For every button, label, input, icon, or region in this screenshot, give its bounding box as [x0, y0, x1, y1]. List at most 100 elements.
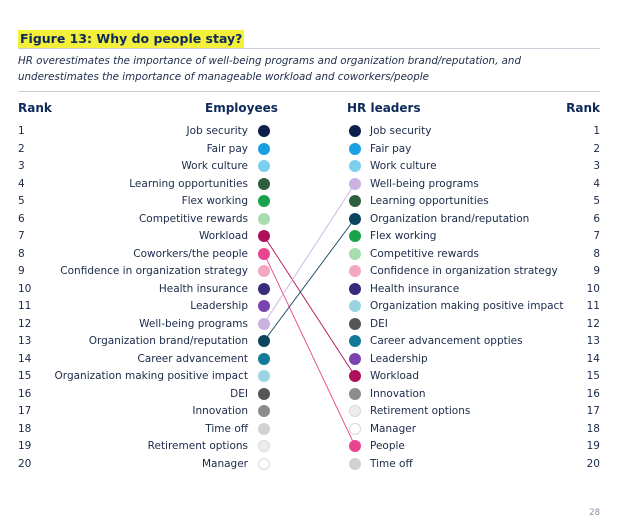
hr-factor-label: Retirement options [370, 405, 471, 417]
hr-factor-label: Competitive rewards [370, 247, 480, 260]
employee-factor-dot [258, 335, 270, 347]
employee-factor-label: Coworkers/the people [133, 247, 248, 260]
hr-factor-label: Flex working [370, 230, 437, 242]
employee-factor-dot [258, 440, 270, 452]
hr-factor-dot [349, 352, 361, 365]
rank-left: 20 [18, 457, 32, 470]
employee-factor-dot [258, 247, 270, 260]
rank-right: 7 [593, 230, 600, 242]
rank-left: 14 [18, 352, 32, 365]
employees-header: Employees [205, 101, 278, 115]
hr-factor-label: Job security [370, 125, 432, 137]
rank-right: 13 [586, 335, 600, 347]
hr-factor-label: Workload [370, 370, 420, 382]
hr-factor-dot [349, 370, 361, 382]
hr-factor-dot [349, 195, 361, 207]
employee-factor-dot [258, 160, 270, 172]
employee-factor-dot [258, 352, 270, 365]
rank-left: 17 [18, 405, 32, 417]
employee-factor-label: Job security [186, 125, 248, 137]
hr-factor-dot [349, 212, 361, 225]
employee-factor-label: Fair pay [206, 142, 248, 155]
hr-factor-dot [349, 160, 361, 172]
employee-factor-label: Time off [205, 422, 248, 435]
rank-right: 6 [593, 212, 600, 225]
hr-factor-label: Well-being programs [370, 177, 479, 190]
rank-right: 17 [586, 405, 600, 417]
rank-right: 2 [593, 142, 600, 155]
employee-factor-dot [258, 265, 270, 277]
hr-factor-label: Time off [370, 457, 413, 470]
employee-factor-label: Learning opportunities [129, 177, 248, 190]
hr-factor-dot [349, 142, 361, 155]
rank-right: 12 [586, 317, 600, 330]
rank-right: 11 [586, 300, 600, 312]
hr-factor-dot [349, 247, 361, 260]
hr-factor-dot [349, 422, 361, 435]
employee-factor-dot [258, 212, 270, 225]
hr-factor-dot [349, 387, 361, 400]
hr-factor-label: Fair pay [370, 142, 412, 155]
rank-left: 3 [18, 160, 25, 172]
hr-factor-dot [349, 457, 361, 470]
employee-factor-dot [258, 422, 270, 435]
hr-factor-dot [349, 300, 361, 312]
rank-right: 14 [586, 352, 600, 365]
rank-right: 9 [593, 265, 600, 277]
hr-factor-label: Learning opportunities [370, 195, 489, 207]
rank-change-connector [263, 235, 356, 377]
employee-factor-label: Leadership [190, 300, 248, 312]
rank-left: 1 [18, 125, 25, 137]
employee-factor-dot [258, 177, 270, 190]
rank-change-connector [263, 253, 356, 447]
hr-factor-dot [349, 230, 361, 242]
page-number: 28 [589, 508, 600, 518]
rank-left: 4 [18, 177, 25, 190]
rank-left: 11 [18, 300, 32, 312]
rank-left: 16 [18, 387, 32, 400]
employee-factor-label: Career advancement [137, 352, 248, 365]
hr-factor-label: Organization brand/reputation [370, 212, 530, 225]
rank-left: 8 [18, 247, 25, 260]
hr-factor-label: Health insurance [370, 282, 460, 295]
employee-factor-dot [258, 230, 270, 242]
rank-left: 15 [18, 370, 32, 382]
rank-left: 18 [18, 422, 32, 435]
rank-left: 6 [18, 212, 25, 225]
hr-factor-label: DEI [370, 317, 388, 330]
rank-change-connector [263, 183, 356, 324]
employee-factor-label: Competitive rewards [138, 212, 248, 225]
employee-factor-label: Innovation [192, 405, 248, 417]
employee-factor-dot [258, 142, 270, 155]
employee-factor-dot [258, 317, 270, 330]
hr-factor-dot [349, 177, 361, 190]
rank-right: 8 [593, 247, 600, 260]
employee-factor-label: Organization brand/reputation [88, 335, 248, 347]
employee-factor-dot [258, 387, 270, 400]
employee-factor-label: Flex working [181, 195, 248, 207]
rank-right: 5 [593, 195, 600, 207]
rank-left: 7 [18, 230, 25, 242]
figure-subtitle: HR overestimates the importance of well-… [18, 55, 521, 83]
hr-factor-label: Confidence in organization strategy [370, 265, 558, 277]
employee-factor-dot [258, 370, 270, 382]
rank-right: 3 [593, 160, 600, 172]
rank-right: 10 [586, 282, 600, 295]
hr-factor-dot [349, 265, 361, 277]
hr-factor-label: Innovation [370, 387, 426, 400]
employee-factor-label: Workload [198, 230, 248, 242]
hr-factor-dot [349, 335, 361, 347]
hr-factor-dot [349, 317, 361, 330]
rank-left-header: Rank [18, 101, 52, 115]
hr-factor-label: Career advancement oppties [370, 335, 523, 347]
employee-factor-label: Organization making positive impact [54, 370, 248, 382]
hr-factor-label: Organization making positive impact [370, 300, 564, 312]
employee-factor-label: Work culture [181, 160, 248, 172]
hr-factor-label: Work culture [370, 160, 437, 172]
employee-factor-label: Well-being programs [139, 317, 248, 330]
title-divider [18, 48, 600, 49]
hr-leaders-header: HR leaders [347, 101, 421, 115]
hr-factor-dot [349, 282, 361, 295]
rank-change-connector [263, 218, 356, 342]
